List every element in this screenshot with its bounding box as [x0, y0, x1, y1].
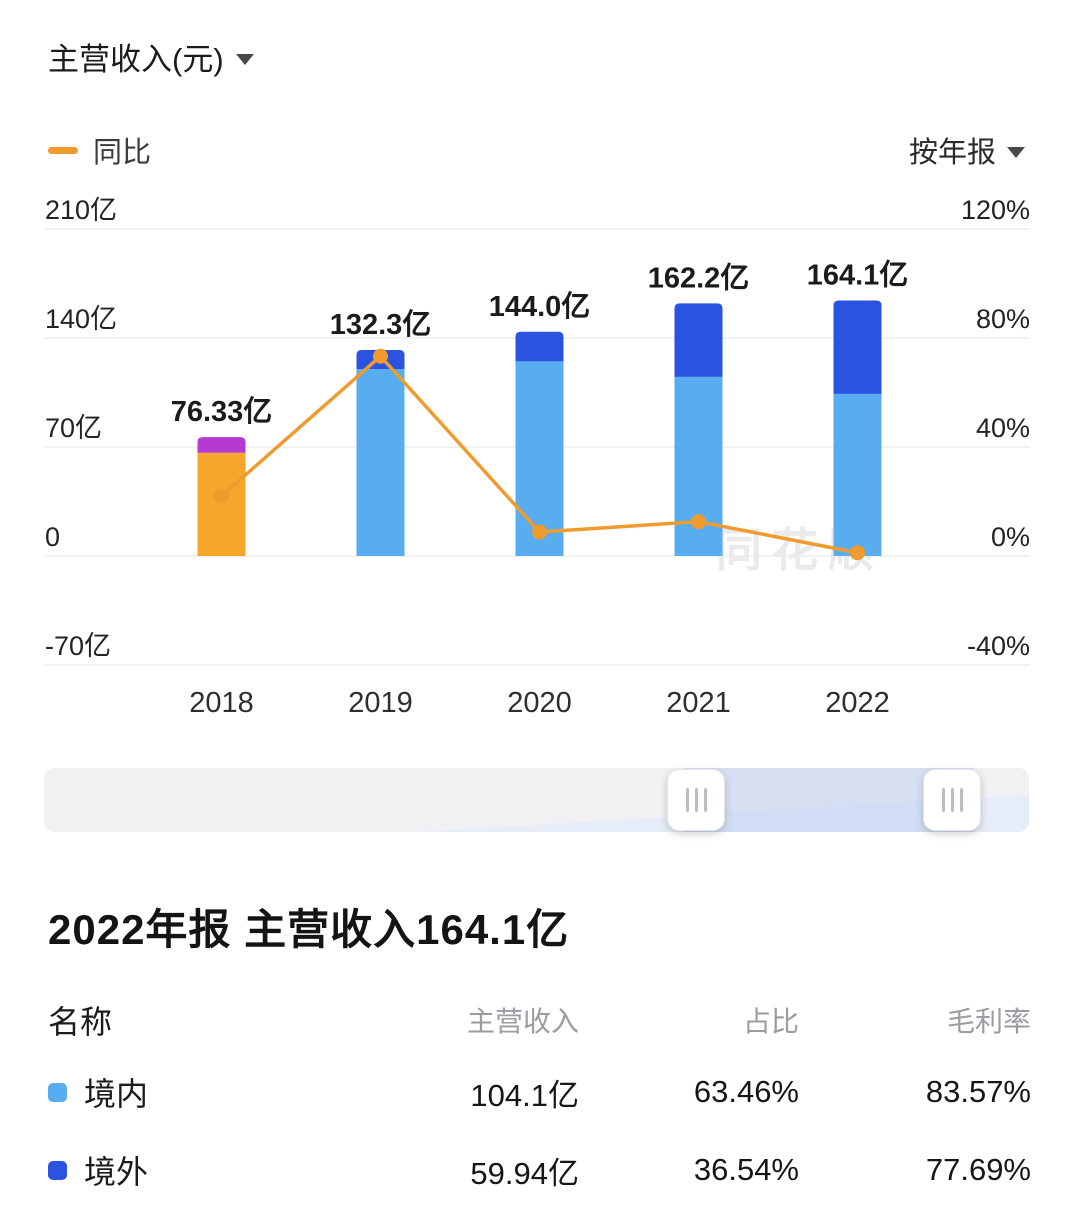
row-margin-cell: 83.57% — [925, 1074, 1031, 1109]
summary-title: 2022年报 主营收入164.1亿 — [48, 906, 570, 953]
row-revenue-cell: 59.94亿 — [470, 1155, 579, 1191]
row-name-cell: 境外 — [48, 1147, 324, 1193]
row-share-cell: 63.46% — [693, 1074, 799, 1109]
table-row-overseas[interactable]: 境外 59.94亿 36.54% 77.69% — [48, 1131, 1031, 1209]
svg-text:0%: 0% — [991, 522, 1030, 552]
chevron-down-icon — [235, 53, 254, 65]
range-handle-right[interactable] — [923, 769, 981, 831]
metric-selector[interactable]: 主营收入(元) — [48, 34, 254, 79]
col-header-margin: 毛利率 — [946, 1006, 1031, 1037]
revenue-chart-canvas: 210亿 120%140亿 80%70亿 40%0 0%-70亿 -40%同花顺76.33… — [45, 195, 1030, 719]
grip-icon — [694, 788, 698, 812]
svg-text:0: 0 — [45, 522, 60, 552]
svg-text:-70亿: -70亿 — [45, 631, 111, 661]
row-name-label: 境外 — [84, 1154, 149, 1190]
table-header-row: 名称 主营收入 占比 毛利率 — [48, 987, 1031, 1053]
row-share-cell: 36.54% — [693, 1152, 799, 1187]
svg-text:132.3亿: 132.3亿 — [330, 308, 432, 341]
col-header-name: 名称 — [48, 1004, 113, 1040]
svg-text:162.2亿: 162.2亿 — [648, 261, 750, 294]
titlebar: 主营收入(元) — [0, 0, 1073, 79]
scrollbar-track[interactable] — [44, 768, 1029, 832]
col-header-revenue: 主营收入 — [466, 1006, 579, 1037]
page-title: 主营收入(元) — [48, 42, 224, 77]
grip-icon — [959, 788, 963, 812]
svg-text:2020: 2020 — [507, 687, 572, 719]
svg-text:120%: 120% — [961, 197, 1030, 225]
svg-text:140亿: 140亿 — [45, 304, 117, 334]
row-name-cell: 境内 — [48, 1069, 324, 1115]
svg-text:-40%: -40% — [967, 631, 1030, 661]
yoy-line-swatch — [48, 146, 78, 154]
row-revenue-cell: 104.1亿 — [470, 1077, 579, 1113]
svg-text:70亿: 70亿 — [45, 413, 102, 443]
svg-text:76.33亿: 76.33亿 — [171, 395, 273, 428]
overseas-swatch — [48, 1160, 67, 1180]
table-row-domestic[interactable]: 境内 104.1亿 63.46% 83.57% — [48, 1053, 1031, 1131]
legend-row: 同比 按年报 — [0, 129, 1073, 171]
svg-text:40%: 40% — [976, 413, 1030, 443]
grip-icon — [941, 788, 945, 812]
chart-range-scrollbar — [0, 768, 1073, 832]
svg-text:2021: 2021 — [666, 687, 731, 719]
svg-text:2019: 2019 — [348, 687, 413, 719]
svg-text:2018: 2018 — [189, 687, 254, 719]
period-label: 按年报 — [908, 137, 996, 169]
revenue-breakdown-table: 名称 主营收入 占比 毛利率 境内 104.1亿 63.46% 83.57% 境… — [0, 987, 1073, 1209]
svg-text:144.0亿: 144.0亿 — [489, 290, 591, 323]
svg-text:164.1亿: 164.1亿 — [807, 258, 909, 291]
range-handle-left[interactable] — [667, 769, 725, 831]
svg-text:2022: 2022 — [825, 687, 890, 719]
chevron-down-icon — [1007, 147, 1025, 158]
domestic-swatch — [48, 1082, 67, 1102]
period-selector[interactable]: 按年报 — [909, 129, 1025, 171]
grip-icon — [685, 788, 689, 812]
col-header-share: 占比 — [742, 1006, 799, 1037]
row-margin-cell: 77.69% — [925, 1152, 1031, 1187]
legend-yoy[interactable]: 同比 — [48, 129, 151, 171]
row-name-label: 境内 — [84, 1076, 149, 1112]
legend-yoy-label: 同比 — [93, 137, 152, 169]
svg-text:210亿: 210亿 — [45, 197, 117, 225]
grip-icon — [950, 788, 954, 812]
grip-icon — [703, 788, 707, 812]
svg-text:80%: 80% — [976, 304, 1030, 334]
revenue-chart: 210亿 120% 140亿 80% 70亿 40% 0 0% -70亿 -40% 同花顺 76.33… — [0, 195, 1073, 762]
